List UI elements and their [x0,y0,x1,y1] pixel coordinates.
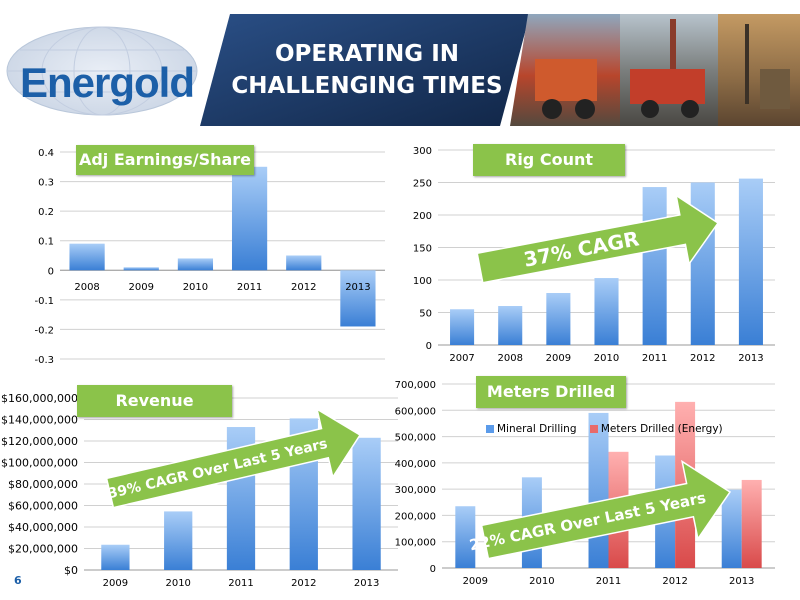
y-tick-label: 0.1 [38,237,54,248]
legend-swatch-mineral [486,425,494,433]
bar-series-1-2009 [101,544,130,570]
page-number: 6 [14,574,22,587]
slide-title: OPERATING IN CHALLENGING TIMES [222,38,512,102]
energold-logo: Energold [0,14,205,126]
y-tick-label: 600,000 [395,406,436,417]
y-tick-label: 0 [430,564,436,575]
x-tick-label: 2009 [463,576,488,587]
y-tick-label: 400,000 [395,459,436,470]
bar-series-1-2009 [455,506,476,568]
bar-series-1-2013 [721,489,742,568]
legend-swatch-energy [589,425,598,433]
y-tick-label: $60,000,000 [8,500,78,513]
y-tick-label: 700,000 [395,380,436,391]
y-tick-label: 0.3 [38,178,54,189]
y-tick-label: $20,000,000 [8,543,78,556]
x-tick-label: 2009 [546,353,571,364]
x-tick-label: 2008 [497,353,522,364]
bar-series-1-2013 [738,178,763,345]
chart-meters-drilled: 700,000 600,000 500,000 400,000 300,000 200,0… [395,372,800,595]
slide-title-line-1: OPERATING IN [274,41,460,67]
y-tick-label: 200,000 [395,511,436,522]
rig-count-cagr-arrow-shape [476,193,720,284]
bar-series-1-2011 [231,166,268,271]
y-tick-label: 250 [413,179,432,190]
y-tick-label: 0 [48,266,54,277]
bar-series-1-2011 [642,187,667,345]
y-tick-label: 50 [419,309,432,320]
x-tick-label: 2013 [738,353,763,364]
bar-series-1-2008 [69,243,105,271]
y-tick-label: 0.2 [38,207,54,218]
label-earnings-per-share: Adj Earnings/Share [76,145,254,175]
x-tick-label: 2013 [345,282,370,293]
bar-series-1-2009 [123,267,159,271]
x-tick-label: 2009 [103,578,128,589]
x-tick-label: 2010 [594,353,619,364]
y-tick-label: -0.3 [34,355,54,366]
label-meters-drilled: Meters Drilled [476,376,626,408]
legend-label-mineral: Mineral Drilling [497,423,577,435]
legend-meters-drilled: Mineral Drilling Meters Drilled (Energy) [486,423,723,435]
x-tick-label: 2007 [449,353,474,364]
x-tick-label: 2010 [183,282,208,293]
y-tick-label: 500,000 [395,433,436,444]
x-tick-label: 2012 [662,576,687,587]
x-tick-label: 2011 [642,353,667,364]
label-rig-count: Rig Count [473,144,625,176]
bar-series-1-2007 [450,309,475,345]
meters-drilled-cagr-arrow-shape [480,459,732,560]
y-tick-label: 100 [413,276,432,287]
x-tick-label: 2013 [354,578,379,589]
x-tick-label: 2012 [291,282,316,293]
bar-series-1-2010 [594,278,619,345]
y-tick-label: 100,000 [395,538,436,549]
legend-label-energy: Meters Drilled (Energy) [600,423,723,435]
y-tick-label: $140,000,000 [1,414,78,427]
y-tick-label: 0.4 [38,148,54,159]
x-tick-label: 2008 [74,282,99,293]
chart-revenue: $160,000,000 $140,000,000 $120,000,000 $100… [0,380,400,595]
y-tick-label: $100,000,000 [1,457,78,470]
y-tick-label: 300,000 [395,485,436,496]
x-tick-label: 2011 [596,576,621,587]
chart-earnings-per-share: 0.4 0.3 0.2 0.1 0 -0.1 -0.2 -0.3 2008 2009 2010 201… [0,140,400,370]
y-tick-label: $0 [64,564,78,577]
y-tick-label: 200 [413,211,432,222]
y-tick-label: 300 [413,146,432,157]
x-tick-label: 2012 [291,578,316,589]
logo-wordmark: Energold [20,59,195,106]
y-tick-label: -0.1 [34,296,54,307]
x-tick-label: 2012 [690,353,715,364]
y-tick-label: $120,000,000 [1,435,78,448]
bar-series-2-2013 [741,479,762,568]
x-tick-label: 2009 [129,282,154,293]
bar-series-1-2010 [164,511,193,570]
slide-title-line-2: CHALLENGING TIMES [231,73,503,99]
label-revenue: Revenue [77,385,232,417]
x-tick-label: 2010 [165,578,190,589]
y-tick-label: 150 [413,244,432,255]
revenue-cagr-arrow-shape [105,407,362,509]
bar-series-1-2013 [352,437,381,570]
y-tick-label: $160,000,000 [1,392,78,405]
bar-series-1-2013 [340,270,376,327]
y-tick-label: -0.2 [34,325,54,336]
y-tick-label: 0 [426,341,432,352]
bar-series-1-2008 [498,306,523,345]
bar-series-1-2012 [286,255,322,271]
chart-rig-count: 300 250 200 150 100 50 0 2007 2008 2009 2010 2011 20… [400,140,800,370]
x-tick-label: 2011 [228,578,253,589]
y-tick-label: $40,000,000 [8,521,78,534]
x-tick-label: 2011 [237,282,262,293]
bar-series-1-2010 [177,258,214,271]
bar-series-1-2009 [546,293,571,345]
title-banner: OPERATING IN CHALLENGING TIMES [200,14,800,126]
x-tick-label: 2010 [529,576,554,587]
bar-series-1-2011 [588,412,609,568]
x-tick-label: 2013 [729,576,754,587]
y-tick-label: $80,000,000 [8,478,78,491]
